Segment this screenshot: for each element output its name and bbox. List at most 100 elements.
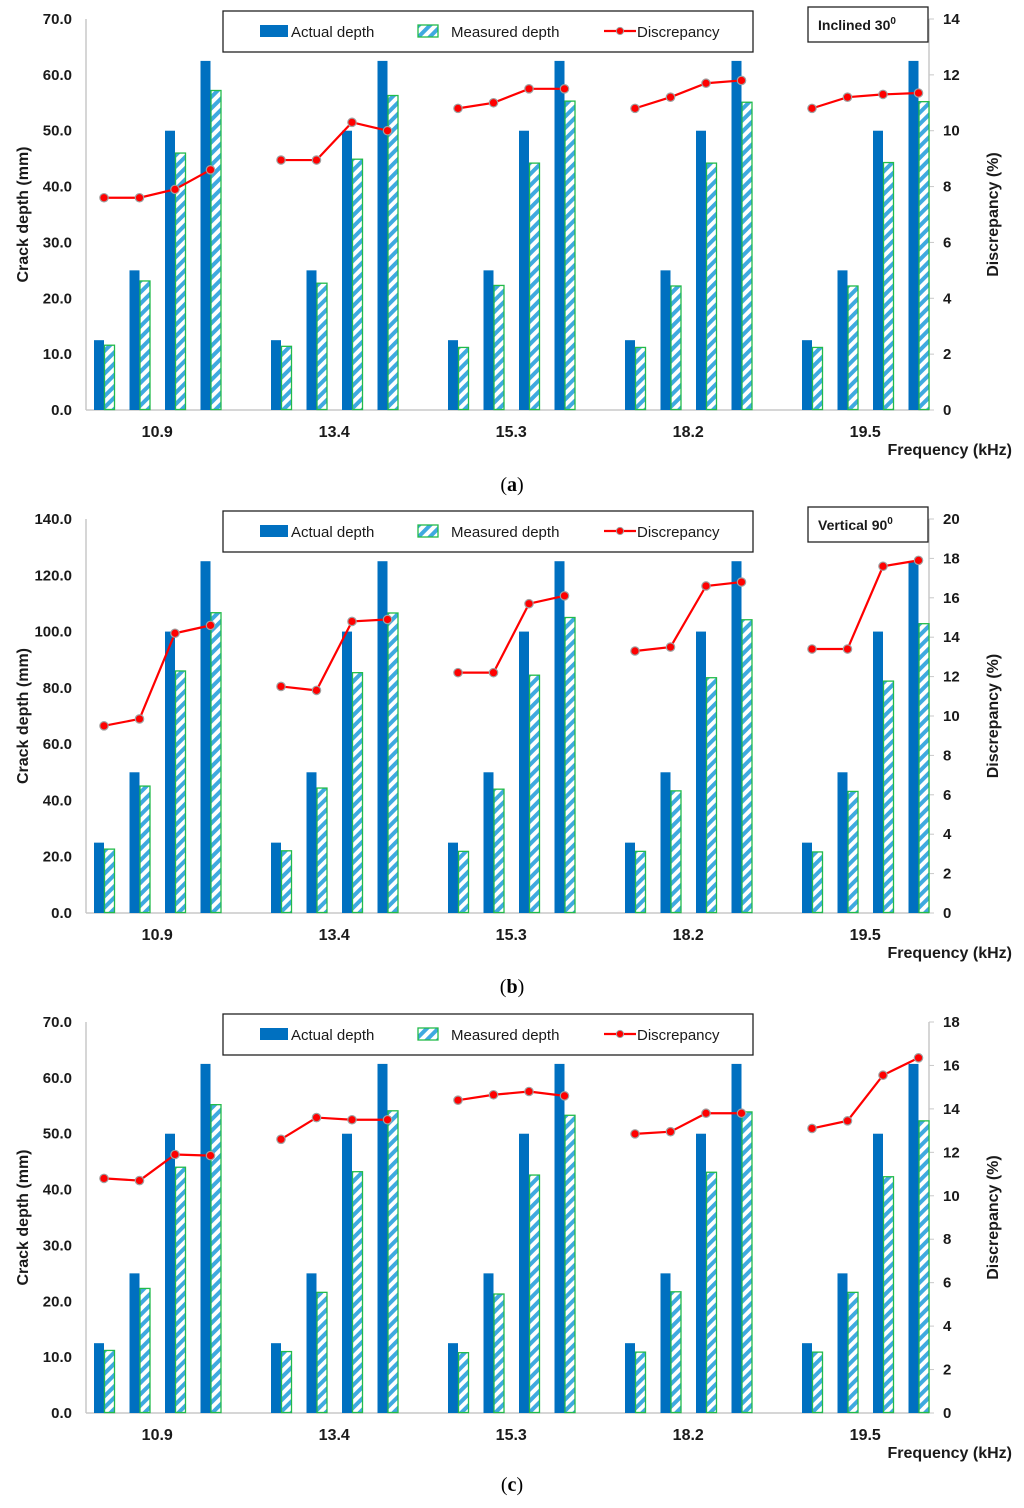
bar-measured-depth <box>811 1351 824 1414</box>
discrepancy-line <box>457 1090 565 1102</box>
bar-actual-depth <box>554 561 565 913</box>
bar-actual-depth <box>660 270 671 410</box>
bar-actual-depth <box>873 631 883 913</box>
annotation: Vertical 900 <box>807 506 929 543</box>
discrepancy-line <box>634 1112 742 1135</box>
bar-measured-depth <box>918 1120 930 1414</box>
bar-measured-depth <box>634 346 647 411</box>
x-axis-title: Frequency (kHz) <box>888 1445 1012 1462</box>
bar-actual-depth <box>696 130 706 410</box>
y2-tick-label: 0 <box>943 402 951 419</box>
bar-measured-depth <box>103 848 116 914</box>
legend-swatch-measured <box>417 524 439 538</box>
bar-actual-depth <box>696 1133 706 1413</box>
bar-actual-depth <box>873 130 883 410</box>
y2-tick-label: 2 <box>943 346 951 363</box>
bar-measured-depth <box>493 284 505 411</box>
bar-measured-depth <box>139 280 151 411</box>
discrepancy-point <box>878 561 888 572</box>
bar-measured-depth <box>351 158 364 411</box>
bar-actual-depth <box>342 130 352 410</box>
y-tick-label: 50.0 <box>43 123 72 140</box>
bar-actual-depth <box>165 1133 175 1413</box>
y-tick-label: 60.0 <box>43 67 72 84</box>
bar-actual-depth <box>165 631 175 913</box>
bar-actual-depth <box>837 772 848 913</box>
legend-box <box>222 10 754 53</box>
discrepancy-point <box>524 598 534 609</box>
discrepancy-line <box>634 79 742 110</box>
discrepancy-point <box>205 1150 216 1161</box>
bar-actual-depth <box>483 1273 494 1413</box>
annotation: Inclined 300 <box>807 6 929 43</box>
discrepancy-point <box>276 681 286 692</box>
bar-actual-depth <box>519 130 529 410</box>
x-tick-label: 15.3 <box>496 927 527 944</box>
legend-label-actual: Actual depth <box>291 524 374 541</box>
bar-measured-depth <box>387 612 399 914</box>
bar-measured-depth <box>741 101 753 411</box>
y2-tick-label: 0 <box>943 905 951 922</box>
discrepancy-line <box>457 87 565 110</box>
y2-tick-label: 10 <box>943 123 960 140</box>
y2-tick-label: 8 <box>943 1231 951 1248</box>
discrepancy-point <box>453 1095 463 1105</box>
discrepancy-line <box>103 624 211 727</box>
bar-actual-depth <box>519 1133 529 1413</box>
discrepancy-point <box>807 103 817 114</box>
bar-actual-depth <box>554 1063 565 1413</box>
discrepancy-point <box>559 84 570 94</box>
bar-actual-depth <box>483 270 494 410</box>
bar-actual-depth <box>377 561 388 913</box>
bar-actual-depth <box>837 1273 848 1413</box>
bar-actual-depth <box>306 772 317 913</box>
bar-actual-depth <box>660 1273 671 1413</box>
discrepancy-point <box>524 84 534 94</box>
bar-actual-depth <box>200 60 211 411</box>
discrepancy-point <box>205 620 216 631</box>
bar-actual-depth <box>94 842 104 913</box>
bar-measured-depth <box>528 162 541 411</box>
discrepancy-point <box>842 644 853 654</box>
y-tick-label: 10.0 <box>43 1349 72 1366</box>
x-tick-label: 19.5 <box>850 927 881 944</box>
y-tick-label: 70.0 <box>43 1014 72 1031</box>
y-tick-label: 70.0 <box>43 11 72 28</box>
bar-measured-depth <box>918 623 930 914</box>
bar-actual-depth <box>731 1063 742 1413</box>
discrepancy-point <box>311 1112 322 1123</box>
bar-actual-depth <box>554 60 565 411</box>
bar-actual-depth <box>200 1063 211 1413</box>
bar-measured-depth <box>457 850 470 914</box>
x-axis-title: Frequency (kHz) <box>888 442 1012 459</box>
discrepancy-line <box>104 168 212 199</box>
bar-measured-depth <box>741 619 753 914</box>
y2-tick-label: 6 <box>943 234 951 251</box>
y2-axis-title: Discrepancy (%) <box>985 654 1002 779</box>
legend-swatch-actual <box>260 525 288 537</box>
bar-measured-depth <box>634 850 647 914</box>
bar-measured-depth <box>139 785 151 914</box>
discrepancy-point <box>382 1114 393 1125</box>
bar-actual-depth <box>448 842 458 913</box>
y2-tick-label: 16 <box>943 1057 960 1074</box>
bar-measured-depth <box>882 680 895 914</box>
bar-measured-depth <box>705 162 718 411</box>
bar-actual-depth <box>129 1273 140 1413</box>
bar-measured-depth <box>670 790 682 914</box>
discrepancy-line <box>280 1116 388 1141</box>
legend: Actual depth Measured depth Discrepancy <box>222 10 754 53</box>
bar-measured-depth <box>741 1111 753 1414</box>
discrepancy-point <box>913 555 924 566</box>
bar-actual-depth <box>306 1273 317 1413</box>
caption-b: (b) <box>499 976 525 998</box>
x-tick-label: 19.5 <box>850 424 881 441</box>
bar-measured-depth <box>528 1174 541 1414</box>
y2-tick-label: 8 <box>943 179 951 196</box>
discrepancy-point <box>276 1134 286 1145</box>
y2-tick-label: 18 <box>943 550 960 567</box>
bar-measured-depth <box>280 345 293 411</box>
chart-a: 0.0 10.0 20.0 30.0 40.0 50.0 60.0 70.0 0 2 4 6 8 10 12… <box>15 6 1012 459</box>
bar-actual-depth <box>94 340 104 410</box>
discrepancy-point <box>170 628 180 639</box>
